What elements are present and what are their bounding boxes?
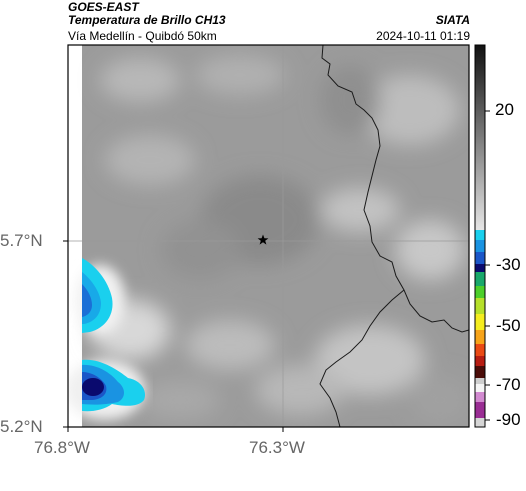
datetime-label: 2024-10-11 01:19 xyxy=(376,29,470,43)
lon-tick-label: 76.8°W xyxy=(34,438,90,457)
colorbar-tick-label: -70 xyxy=(496,375,521,394)
department-border xyxy=(319,45,469,427)
colorbar-tick-label: -90 xyxy=(496,410,521,429)
star-icon xyxy=(257,234,269,245)
cold-cloud-top-north xyxy=(82,258,113,333)
axis-ticks xyxy=(63,240,284,432)
source-label: SIATA xyxy=(435,13,470,27)
lon-tick-label: 76.3°W xyxy=(249,438,305,457)
region-subtitle: Vía Medellín - Quibdó 50km xyxy=(68,29,217,43)
colorbar-tick-label: 20 xyxy=(495,100,514,119)
product-title: Temperatura de Brillo CH13 xyxy=(68,13,226,27)
location-marker xyxy=(257,234,269,245)
plot-area xyxy=(68,45,469,427)
satellite-title: GOES-EAST xyxy=(68,0,139,14)
grid-lines xyxy=(68,45,469,427)
colorbar-tick-label: -50 xyxy=(496,316,521,335)
lat-tick-label: 5.7°N xyxy=(0,231,43,250)
colorbar xyxy=(474,44,490,428)
cold-cloud-top-south xyxy=(82,359,146,412)
lat-tick-label: 5.2°N xyxy=(0,417,43,436)
map-frame xyxy=(67,44,470,428)
brightness-field xyxy=(68,45,469,427)
colorbar-tick-label: -30 xyxy=(496,255,521,274)
